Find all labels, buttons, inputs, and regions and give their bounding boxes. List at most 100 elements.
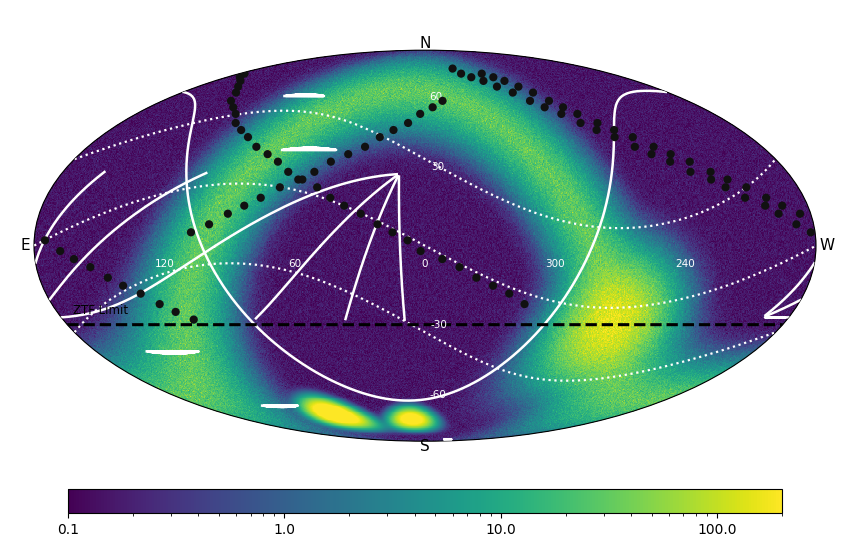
Point [542,97,556,105]
Point [342,150,355,159]
Text: ZTF Limit: ZTF Limit [73,305,128,318]
Point [153,300,167,308]
Point [184,228,198,237]
Point [354,210,367,218]
Point [538,103,552,112]
Text: -30: -30 [431,320,448,330]
Point [664,150,677,159]
Point [590,126,604,134]
Point [38,236,52,245]
Point [436,97,450,105]
Point [435,255,449,264]
Point [401,119,415,127]
Point [740,183,753,192]
Point [101,273,115,282]
Point [310,183,324,192]
Text: 30: 30 [431,161,444,172]
Text: 0: 0 [422,259,428,269]
Point [271,157,285,166]
Point [254,193,268,202]
Point [475,69,489,78]
Point [556,103,570,112]
Point [591,119,604,127]
Point [486,281,500,290]
Point [221,210,235,218]
Point [83,263,97,272]
Text: 60: 60 [288,259,302,269]
Point [704,167,717,176]
Point [224,97,238,105]
Point [292,175,305,184]
Text: 60: 60 [429,92,442,102]
Point [608,133,621,141]
Point [506,88,519,97]
Point [237,201,251,210]
Point [386,228,400,237]
Point [524,97,537,105]
Point [308,167,321,176]
Point [187,315,201,324]
Point [464,73,478,82]
Point [470,273,484,282]
Point [721,175,734,184]
Point [134,289,148,298]
Point [250,143,264,151]
Text: S: S [420,439,430,454]
Point [202,220,216,228]
Point [387,126,400,134]
Point [426,103,439,112]
Point [234,77,247,85]
Point [371,220,384,228]
Text: 120: 120 [155,259,175,269]
Point [241,133,255,141]
Point [324,193,337,202]
Point [574,119,587,127]
Point [790,220,803,228]
Point [261,150,275,159]
Point [54,247,67,255]
Point [772,210,785,218]
Point [739,193,752,202]
Point [169,308,183,316]
Point [497,77,511,85]
Point [759,193,773,202]
Point [273,183,286,192]
Text: 240: 240 [675,259,695,269]
Point [644,150,658,159]
Point [231,82,245,91]
Point [477,77,490,85]
Point [414,247,428,255]
Point [628,143,642,151]
Point [401,236,415,245]
Point [683,167,697,176]
Point [229,119,242,127]
Point [454,69,468,78]
Point [226,103,240,112]
Point [518,300,531,308]
Point [490,82,504,91]
Point [502,289,516,298]
Point [775,201,789,210]
Point [570,110,584,118]
Point [413,110,427,118]
Point [229,110,242,118]
Point [683,157,697,166]
Text: N: N [419,36,431,51]
Point [554,110,568,118]
Point [230,88,243,97]
Point [358,143,371,151]
Point [647,143,660,151]
Point [233,73,246,82]
Point [526,88,540,97]
Point [793,210,807,218]
Point [663,157,677,166]
Point [445,64,459,73]
Point [281,167,295,176]
Point [235,126,248,134]
Point [324,157,337,166]
Point [758,201,772,210]
Point [238,69,252,78]
Text: E: E [20,238,30,253]
Point [453,263,467,272]
Point [804,228,818,237]
